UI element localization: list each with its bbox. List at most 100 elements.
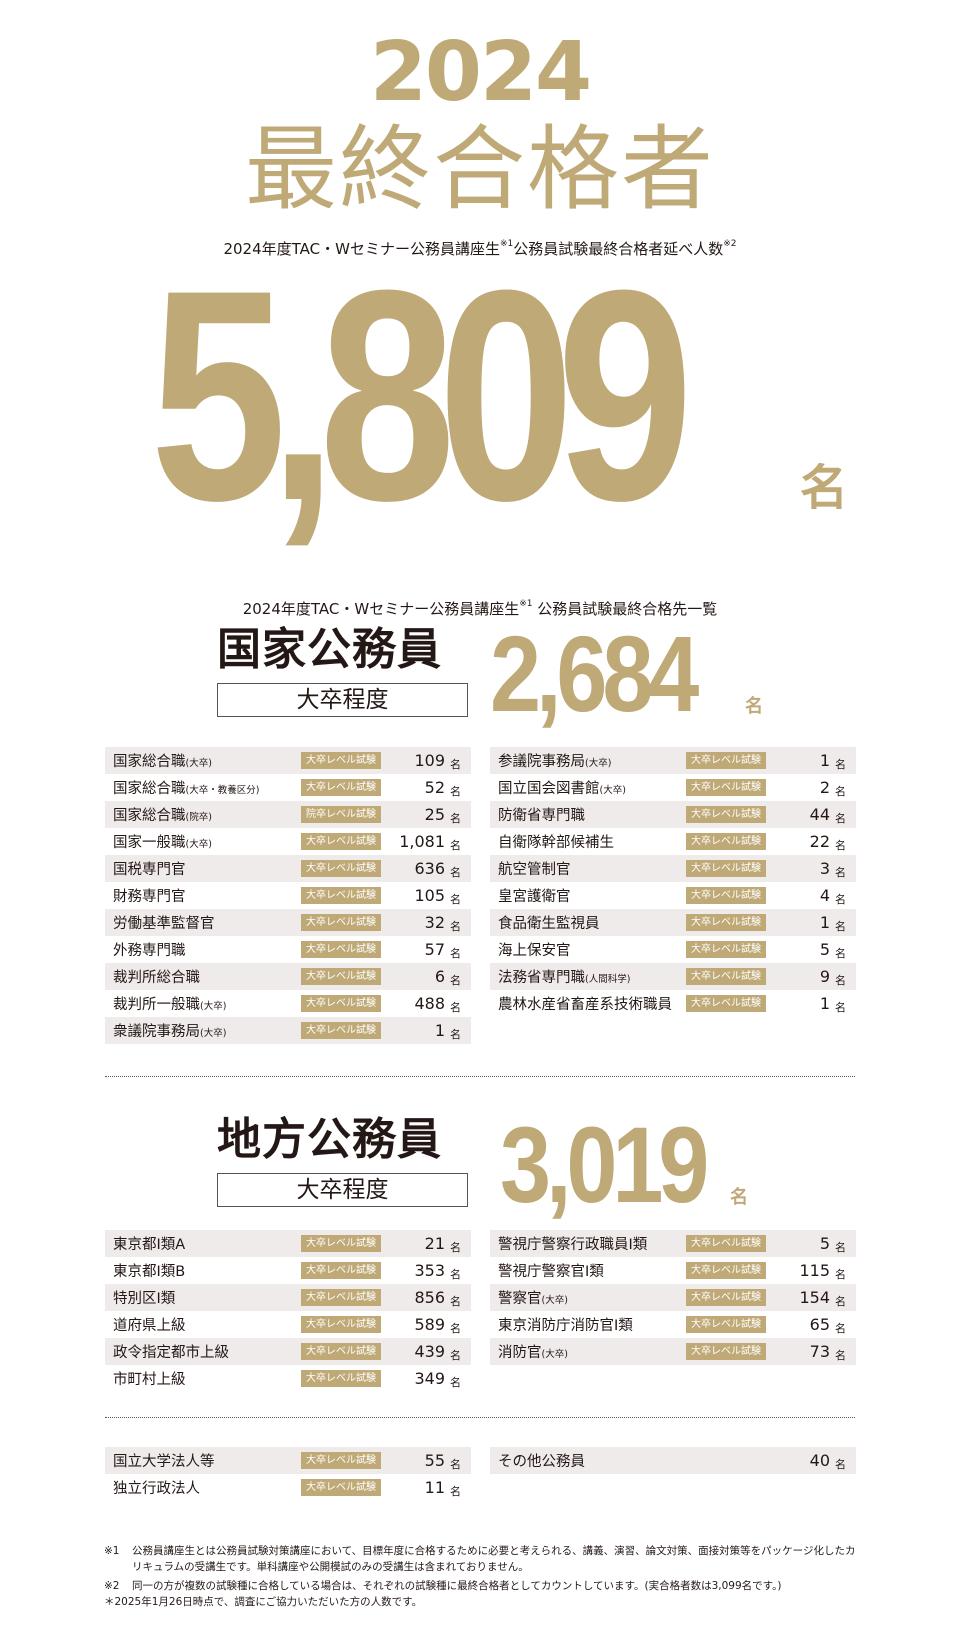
pass-count: 21: [424, 1234, 445, 1253]
pass-count: 6: [434, 967, 445, 986]
count-unit: 名: [450, 1349, 461, 1362]
page-title: 最終合格者: [244, 116, 715, 223]
exam-name-text: 参議院事務局: [498, 754, 585, 770]
list-item: 海上保安官 大卒レベル試験 5 名: [490, 936, 856, 963]
total-unit: 名: [800, 460, 849, 516]
exam-name-text: 国税専門官: [113, 862, 186, 878]
level-badge: 大卒レベル試験: [301, 860, 381, 877]
level-badge: 大卒レベル試験: [301, 1289, 381, 1306]
list-item: 特別区Ⅰ類 大卒レベル試験 856 名: [105, 1284, 471, 1311]
exam-name-text: 警視庁警察行政職員Ⅰ類: [498, 1237, 648, 1253]
list-item: 警察官(大卒) 大卒レベル試験 154 名: [490, 1284, 856, 1311]
count-unit: 名: [835, 1001, 846, 1014]
exam-name-text: 自衛隊幹部候補生: [498, 835, 614, 851]
list-item: 東京都Ⅰ類B 大卒レベル試験 353 名: [105, 1257, 471, 1284]
exam-note: (大卒): [200, 1001, 227, 1012]
caption-text: 公務員試験最終合格先一覧: [532, 600, 718, 618]
exam-name: 防衛省専門職: [498, 804, 585, 825]
footnote: ※2 同一の方が複数の試験種に合格している場合は、それぞれの試験種に最終合格者とし…: [104, 1578, 864, 1594]
level-badge: 大卒レベル試験: [301, 887, 381, 904]
exam-name: 政令指定都市上級: [113, 1341, 229, 1362]
national-total: 2,684: [490, 613, 699, 734]
pass-count: 109: [414, 751, 445, 770]
exam-name: 国税専門官: [113, 858, 186, 879]
list-item: 食品衛生監視員 大卒レベル試験 1 名: [490, 909, 856, 936]
level-badge: 大卒レベル試験: [301, 833, 381, 850]
list-item: 法務省専門職(人間科学) 大卒レベル試験 9 名: [490, 963, 856, 990]
national-unit: 名: [745, 696, 763, 717]
count-unit: 名: [450, 1001, 461, 1014]
exam-name-text: 東京都Ⅰ類B: [113, 1264, 186, 1280]
list-item: 東京消防庁消防官Ⅰ類 大卒レベル試験 65 名: [490, 1311, 856, 1338]
level-badge: 大卒レベル試験: [301, 1316, 381, 1333]
count-unit: 名: [450, 1028, 461, 1041]
exam-name: 労働基準監督官: [113, 912, 215, 933]
pass-count: 636: [414, 859, 445, 878]
level-badge: 大卒レベル試験: [686, 968, 766, 985]
level-badge: 大卒レベル試験: [301, 1452, 381, 1469]
divider: [105, 1076, 855, 1077]
exam-note: (大卒): [185, 839, 212, 850]
exam-name: 法務省専門職(人間科学): [498, 966, 630, 987]
total-caption: 2024年度TAC・Wセミナー公務員講座生※1公務員試験最終合格者延べ人数※2: [0, 238, 960, 260]
other-list-left: 国立大学法人等 大卒レベル試験 55 名独立行政法人 大卒レベル試験 11 名: [105, 1447, 471, 1501]
level-badge: 大卒レベル試験: [686, 1262, 766, 1279]
footnote-text: 公務員講座生とは公務員試験対策講座において、目標年度に合格するために必要と考えら…: [132, 1545, 856, 1573]
pass-count: 115: [799, 1261, 830, 1280]
exam-name-text: 衆議院事務局: [113, 1024, 200, 1040]
exam-name: 航空管制官: [498, 858, 571, 879]
exam-name: 特別区Ⅰ類: [113, 1287, 175, 1308]
level-badge: 院卒レベル試験: [301, 806, 381, 823]
list-item: 警視庁警察行政職員Ⅰ類 大卒レベル試験 5 名: [490, 1230, 856, 1257]
pass-count: 105: [414, 886, 445, 905]
exam-name: 参議院事務局(大卒): [498, 750, 611, 771]
list-item: 独立行政法人 大卒レベル試験 11 名: [105, 1474, 471, 1501]
exam-name-text: 農林水産省畜産系技術職員: [498, 997, 672, 1013]
pass-count: 73: [809, 1342, 830, 1361]
level-badge: 大卒レベル試験: [301, 1022, 381, 1039]
list-item: その他公務員 40 名: [490, 1447, 856, 1474]
level-badge: 大卒レベル試験: [686, 995, 766, 1012]
count-unit: 名: [450, 866, 461, 879]
pass-count: 2: [819, 778, 830, 797]
exam-name: その他公務員: [498, 1450, 585, 1471]
exam-name: 警視庁警察行政職員Ⅰ類: [498, 1233, 647, 1254]
national-list-right: 参議院事務局(大卒) 大卒レベル試験 1 名国立国会図書館(大卒) 大卒レベル試験 2 名防…: [490, 747, 856, 1017]
local-list-left: 東京都Ⅰ類A 大卒レベル試験 21 名東京都Ⅰ類B 大卒レベル試験 353 名特別区Ⅰ類 大卒…: [105, 1230, 471, 1392]
exam-name: 外務専門職: [113, 939, 186, 960]
level-badge: 大卒レベル試験: [301, 914, 381, 931]
list-item: 皇宮護衛官 大卒レベル試験 4 名: [490, 882, 856, 909]
exam-name: 市町村上級: [113, 1368, 186, 1389]
count-unit: 名: [835, 758, 846, 771]
exam-name-text: 消防官: [498, 1345, 542, 1361]
exam-name-text: 独立行政法人: [113, 1481, 200, 1497]
list-item: 国立大学法人等 大卒レベル試験 55 名: [105, 1447, 471, 1474]
level-badge: 大卒レベル試験: [686, 752, 766, 769]
exam-name-text: 道府県上級: [113, 1318, 186, 1334]
level-badge: 大卒レベル試験: [301, 779, 381, 796]
exam-name-text: 防衛省専門職: [498, 808, 585, 824]
footnote-text: 同一の方が複数の試験種に合格している場合は、それぞれの試験種に最終合格者としてカ…: [132, 1580, 782, 1592]
count-unit: 名: [450, 1295, 461, 1308]
count-unit: 名: [450, 1322, 461, 1335]
pass-count: 5: [819, 1234, 830, 1253]
exam-name: 東京消防庁消防官Ⅰ類: [498, 1314, 633, 1335]
exam-name: 警察官(大卒): [498, 1287, 568, 1308]
count-unit: 名: [450, 839, 461, 852]
exam-name-text: 国立大学法人等: [113, 1454, 215, 1470]
count-unit: 名: [835, 893, 846, 906]
pass-count: 3: [819, 859, 830, 878]
list-item: 東京都Ⅰ類A 大卒レベル試験 21 名: [105, 1230, 471, 1257]
level-badge: 大卒レベル試験: [301, 1370, 381, 1387]
pass-count: 32: [424, 913, 445, 932]
exam-name: 東京都Ⅰ類A: [113, 1233, 185, 1254]
exam-name-text: 財務専門官: [113, 889, 186, 905]
pass-count: 1: [434, 1021, 445, 1040]
list-item: 警視庁警察官Ⅰ類 大卒レベル試験 115 名: [490, 1257, 856, 1284]
count-unit: 名: [835, 1458, 846, 1471]
local-total: 3,019: [500, 1104, 709, 1225]
level-badge: 大卒レベル試験: [686, 941, 766, 958]
exam-note: (大卒): [541, 1295, 568, 1306]
exam-name-text: 海上保安官: [498, 943, 571, 959]
caption-text: 2024年度TAC・Wセミナー公務員講座生: [242, 600, 520, 618]
